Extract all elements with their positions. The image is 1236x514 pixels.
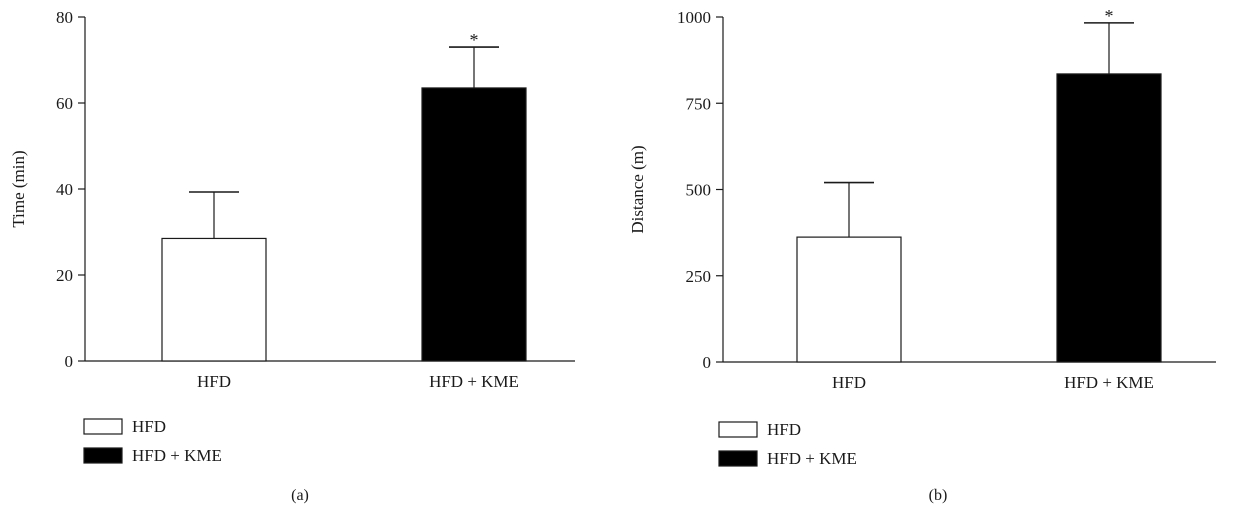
x-tick-label: HFD + KME [429, 372, 519, 391]
legend-swatch [83, 418, 123, 435]
legend-label: HFD + KME [132, 446, 222, 465]
y-tick-label: 80 [56, 8, 73, 27]
bar [421, 87, 527, 362]
panel-label: (a) [291, 487, 309, 504]
legend-label: HFD + KME [767, 449, 857, 468]
x-tick-label: HFD + KME [1064, 373, 1154, 392]
legend-swatch [83, 447, 123, 464]
panel-label: (b) [929, 487, 948, 504]
y-tick-label: 0 [65, 352, 74, 371]
legend-swatch [718, 450, 758, 467]
y-axis-label: Distance (m) [628, 145, 647, 233]
y-tick-label: 40 [56, 180, 73, 199]
bar [1056, 73, 1162, 363]
y-tick-label: 20 [56, 266, 73, 285]
y-tick-label: 500 [686, 181, 712, 200]
significance-marker: * [470, 30, 479, 50]
y-tick-label: 750 [686, 94, 712, 113]
legend-swatch [718, 421, 758, 438]
significance-marker: * [1105, 6, 1114, 26]
legend-label: HFD [132, 417, 166, 436]
y-tick-label: 1000 [677, 8, 711, 27]
y-tick-label: 60 [56, 94, 73, 113]
x-tick-label: HFD [832, 373, 866, 392]
bar [161, 237, 267, 362]
bar [796, 236, 902, 363]
x-tick-label: HFD [197, 372, 231, 391]
chart-panel-a: 0 20 40 60 80 Time (min) HFD * HFD + KME HFD HFD +… [9, 8, 575, 504]
chart-panel-b: 0 250 500 750 1000 Distance (m) HFD * HFD + KME H… [628, 6, 1216, 504]
y-tick-label: 0 [703, 353, 712, 372]
y-axis-label: Time (min) [9, 150, 28, 227]
legend-label: HFD [767, 420, 801, 439]
y-tick-label: 250 [686, 267, 712, 286]
